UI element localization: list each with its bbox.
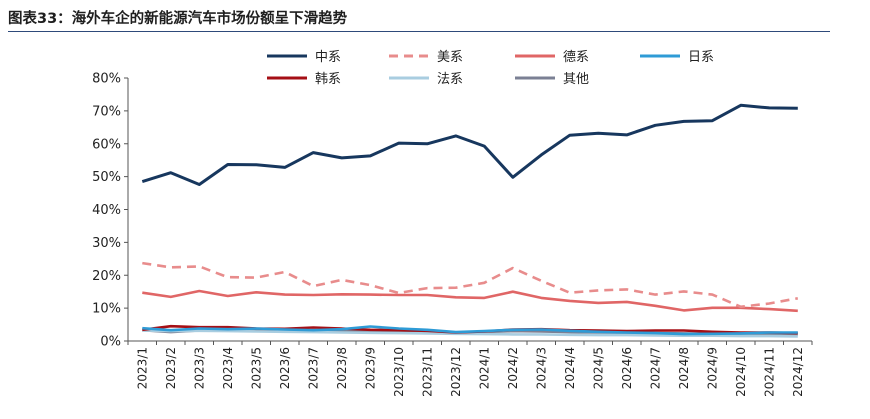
x-tick-label: 2023/4 (221, 347, 235, 389)
figure-title-text: 海外车企的新能源汽车市场份额呈下滑趋势 (71, 11, 348, 27)
series-line-美系 (142, 261, 799, 309)
x-tick-label: 2024/8 (677, 347, 691, 389)
x-tick-label: 2023/5 (249, 347, 263, 389)
x-tick-label: 2023/10 (392, 347, 406, 397)
x-tick-label: 2024/1 (477, 347, 491, 389)
legend-label-韩系: 韩系 (315, 72, 341, 87)
x-tick-label: 2024/12 (791, 347, 805, 397)
y-tick-label: 30% (92, 236, 121, 251)
legend-label-日系: 日系 (688, 50, 714, 65)
y-tick-label: 80% (92, 72, 121, 87)
x-tick-label: 2024/10 (734, 347, 748, 397)
x-tick-label: 2023/12 (449, 347, 463, 397)
x-tick-label: 2023/11 (420, 347, 434, 397)
series-line-法系 (142, 329, 798, 338)
y-tick-label: 10% (92, 302, 121, 317)
y-axis: 0% 10% 20% 30% 40% 50% 60% 70% 80% (92, 72, 129, 350)
x-tick-label: 2024/5 (591, 347, 605, 389)
y-tick-label: 70% (92, 104, 121, 119)
y-tick-label: 20% (92, 269, 121, 284)
legend-label-其他: 其他 (563, 72, 589, 87)
x-tick-label: 2023/8 (335, 347, 349, 389)
series-lines (141, 103, 799, 338)
x-tick-label: 2023/1 (135, 347, 149, 389)
legend-label-法系: 法系 (437, 72, 463, 87)
x-tick-label: 2024/3 (534, 347, 548, 389)
figure-label: 图表33： (8, 11, 72, 27)
y-tick-label: 50% (92, 170, 121, 185)
x-tick-label: 2024/11 (762, 347, 776, 397)
x-tick-label: 2024/4 (563, 347, 577, 389)
x-tick-label: 2024/6 (620, 347, 634, 389)
y-tick-label: 40% (92, 203, 121, 218)
y-tick-label: 0% (100, 335, 121, 350)
x-tick-label: 2023/9 (363, 347, 377, 389)
legend-label-美系: 美系 (437, 50, 463, 65)
x-tick-label: 2023/2 (164, 347, 178, 389)
x-tick-label: 2024/9 (705, 347, 719, 389)
x-tick-label: 2024/7 (648, 347, 662, 389)
x-tick-label: 2023/6 (278, 347, 292, 389)
figure-title: 图表33：海外车企的新能源汽车市场份额呈下滑趋势 (8, 7, 347, 28)
x-tick-label: 2023/7 (306, 347, 320, 389)
legend-label-德系: 德系 (563, 50, 589, 65)
x-tick-label: 2023/3 (192, 347, 206, 389)
series-line-中系 (141, 103, 798, 186)
x-axis: 2023/1 2023/2 2023/3 2023/4 2023/5 2023/6 2023… (127, 340, 813, 397)
x-tick-label: 2024/2 (506, 347, 520, 389)
series-line-日系 (142, 325, 798, 336)
legend-label-中系: 中系 (315, 50, 341, 65)
y-tick-label: 60% (92, 137, 121, 152)
title-rule (8, 31, 830, 32)
series-line-德系 (142, 289, 798, 313)
